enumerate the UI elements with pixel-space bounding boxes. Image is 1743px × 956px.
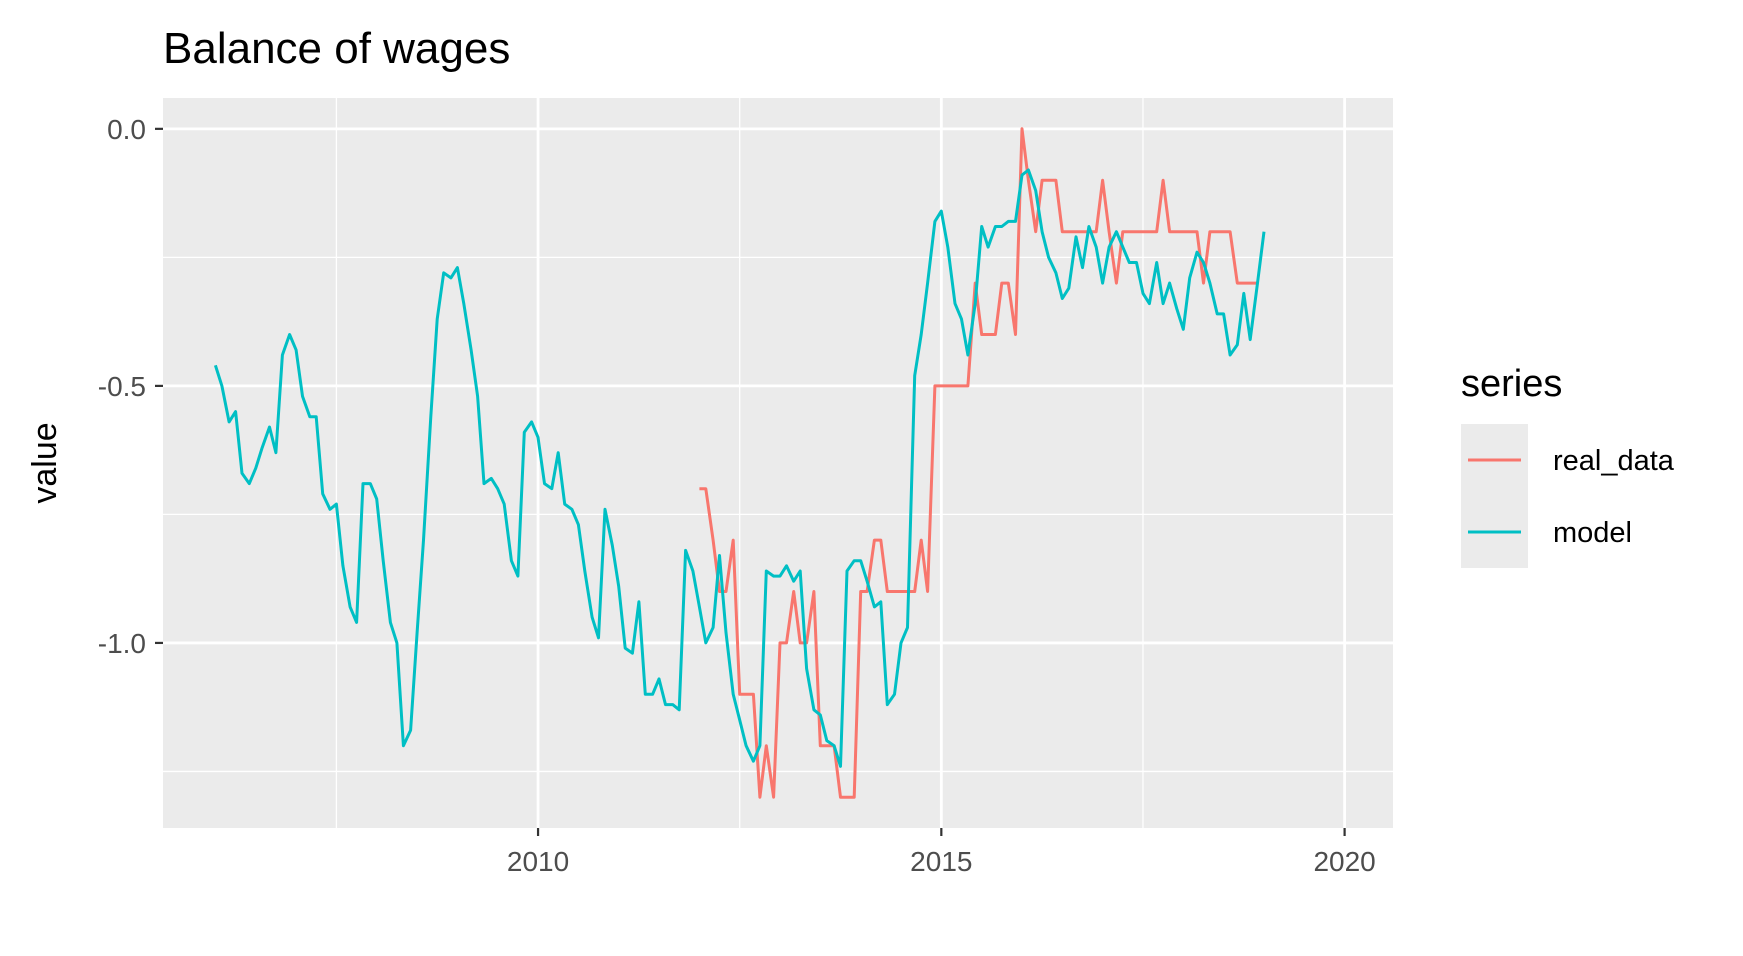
legend-label: model (1553, 517, 1632, 549)
y-tick-label: -1.0 (98, 628, 146, 659)
legend-label: real_data (1553, 445, 1675, 477)
series-line-real-data (699, 127, 1258, 799)
x-tick-label: 2020 (1313, 846, 1375, 877)
series-line-model (213, 168, 1266, 768)
y-axis-title: value (26, 422, 64, 503)
minor-grid (163, 98, 1393, 828)
x-tick-label: 2010 (507, 846, 569, 877)
series-layer (213, 127, 1266, 799)
y-axis: 0.0 -0.5 -1.0 (98, 114, 163, 659)
y-tick-label: 0.0 (107, 114, 146, 145)
chart-title: Balance of wages (163, 24, 510, 73)
legend-title: series (1461, 363, 1562, 405)
x-tick-label: 2015 (910, 846, 972, 877)
y-tick-label: -0.5 (98, 371, 146, 402)
x-axis: 2010 2015 2020 (507, 828, 1376, 877)
